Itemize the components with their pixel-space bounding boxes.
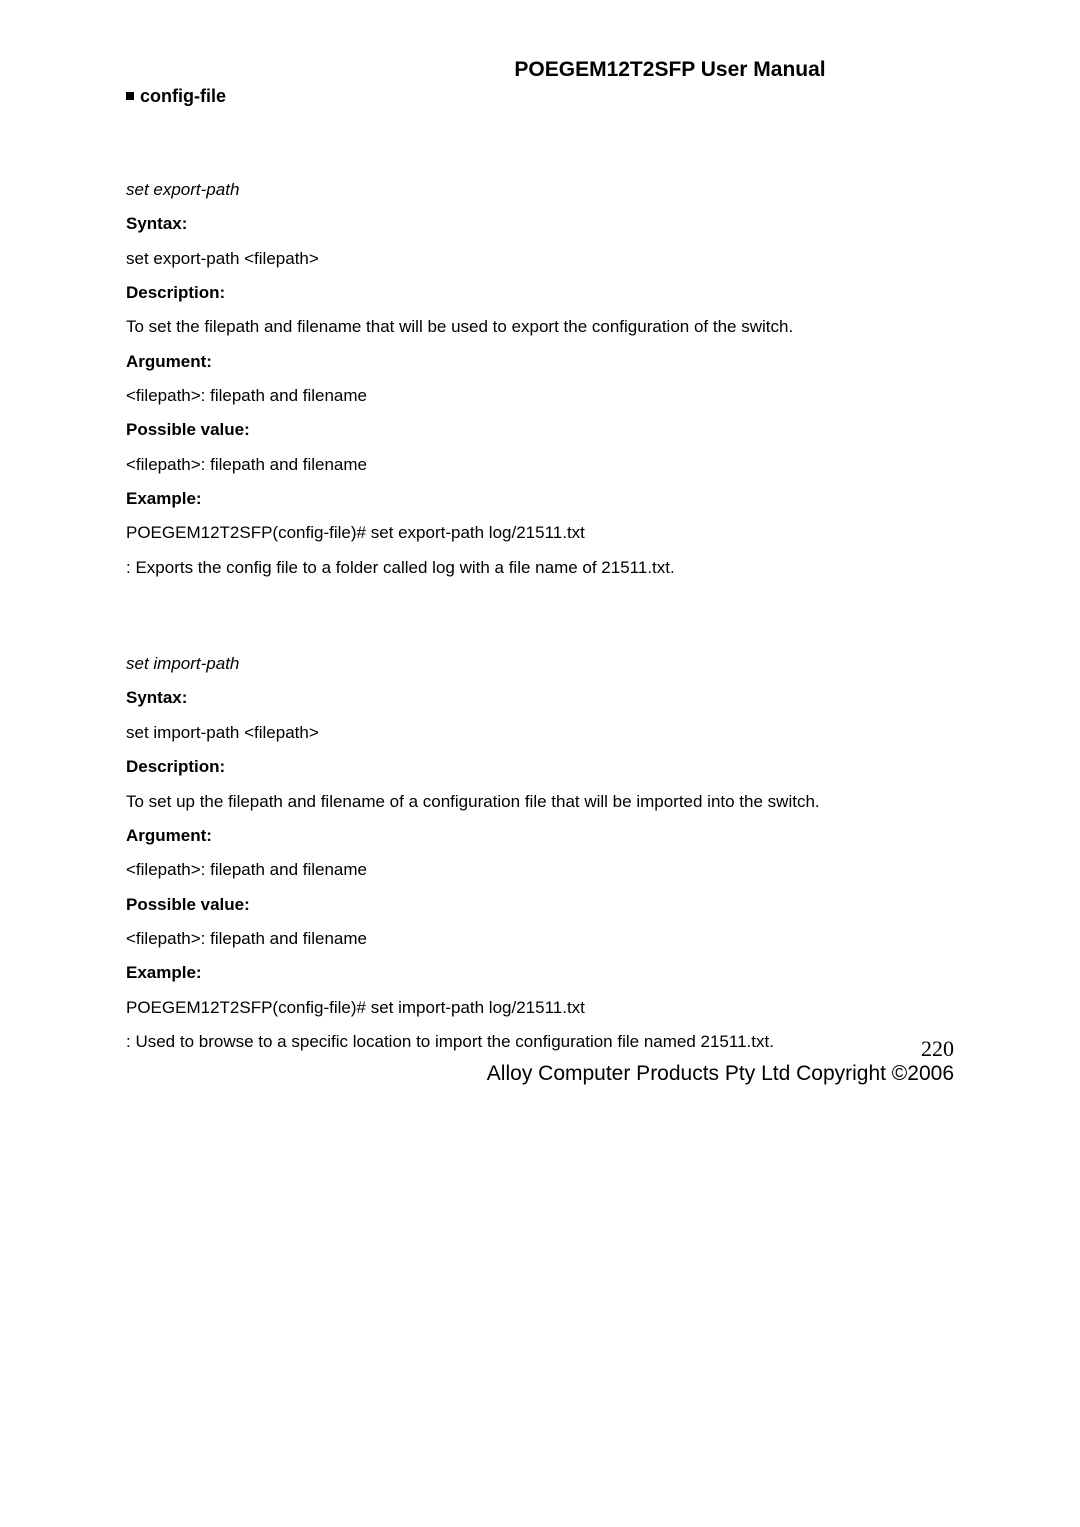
example-note: : Exports the config file to a folder ca… <box>126 555 954 581</box>
example-cmd: POEGEM12T2SFP(config-file)# set export-p… <box>126 520 954 546</box>
section-name: config-file <box>140 86 226 106</box>
syntax-label: Syntax: <box>126 211 954 237</box>
command-block: set export-path Syntax: set export-path … <box>126 177 954 581</box>
example-cmd: POEGEM12T2SFP(config-file)# set import-p… <box>126 995 954 1021</box>
syntax-label: Syntax: <box>126 685 954 711</box>
command-block: set import-path Syntax: set import-path … <box>126 651 954 1055</box>
copyright-text: Alloy Computer Products Pty Ltd Copyrigh… <box>487 1062 954 1086</box>
possible-label: Possible value: <box>126 892 954 918</box>
example-label: Example: <box>126 960 954 986</box>
argument-text: <filepath>: filepath and filename <box>126 383 954 409</box>
syntax-text: set import-path <filepath> <box>126 720 954 746</box>
example-label: Example: <box>126 486 954 512</box>
bullet-icon <box>126 92 134 100</box>
argument-text: <filepath>: filepath and filename <box>126 857 954 883</box>
syntax-text: set export-path <filepath> <box>126 246 954 272</box>
possible-text: <filepath>: filepath and filename <box>126 452 954 478</box>
manual-title: POEGEM12T2SFP User Manual <box>386 58 954 82</box>
page-number: 220 <box>487 1036 954 1062</box>
command-name: set export-path <box>126 177 954 203</box>
description-text: To set up the filepath and filename of a… <box>126 789 954 815</box>
page-body: POEGEM12T2SFP User Manual config-file se… <box>0 0 1080 1055</box>
description-label: Description: <box>126 280 954 306</box>
command-name: set import-path <box>126 651 954 677</box>
description-label: Description: <box>126 754 954 780</box>
section-heading: config-file <box>126 86 954 107</box>
possible-text: <filepath>: filepath and filename <box>126 926 954 952</box>
description-text: To set the filepath and filename that wi… <box>126 314 954 340</box>
possible-label: Possible value: <box>126 417 954 443</box>
argument-label: Argument: <box>126 823 954 849</box>
argument-label: Argument: <box>126 349 954 375</box>
page-footer: 220 Alloy Computer Products Pty Ltd Copy… <box>487 1036 954 1086</box>
